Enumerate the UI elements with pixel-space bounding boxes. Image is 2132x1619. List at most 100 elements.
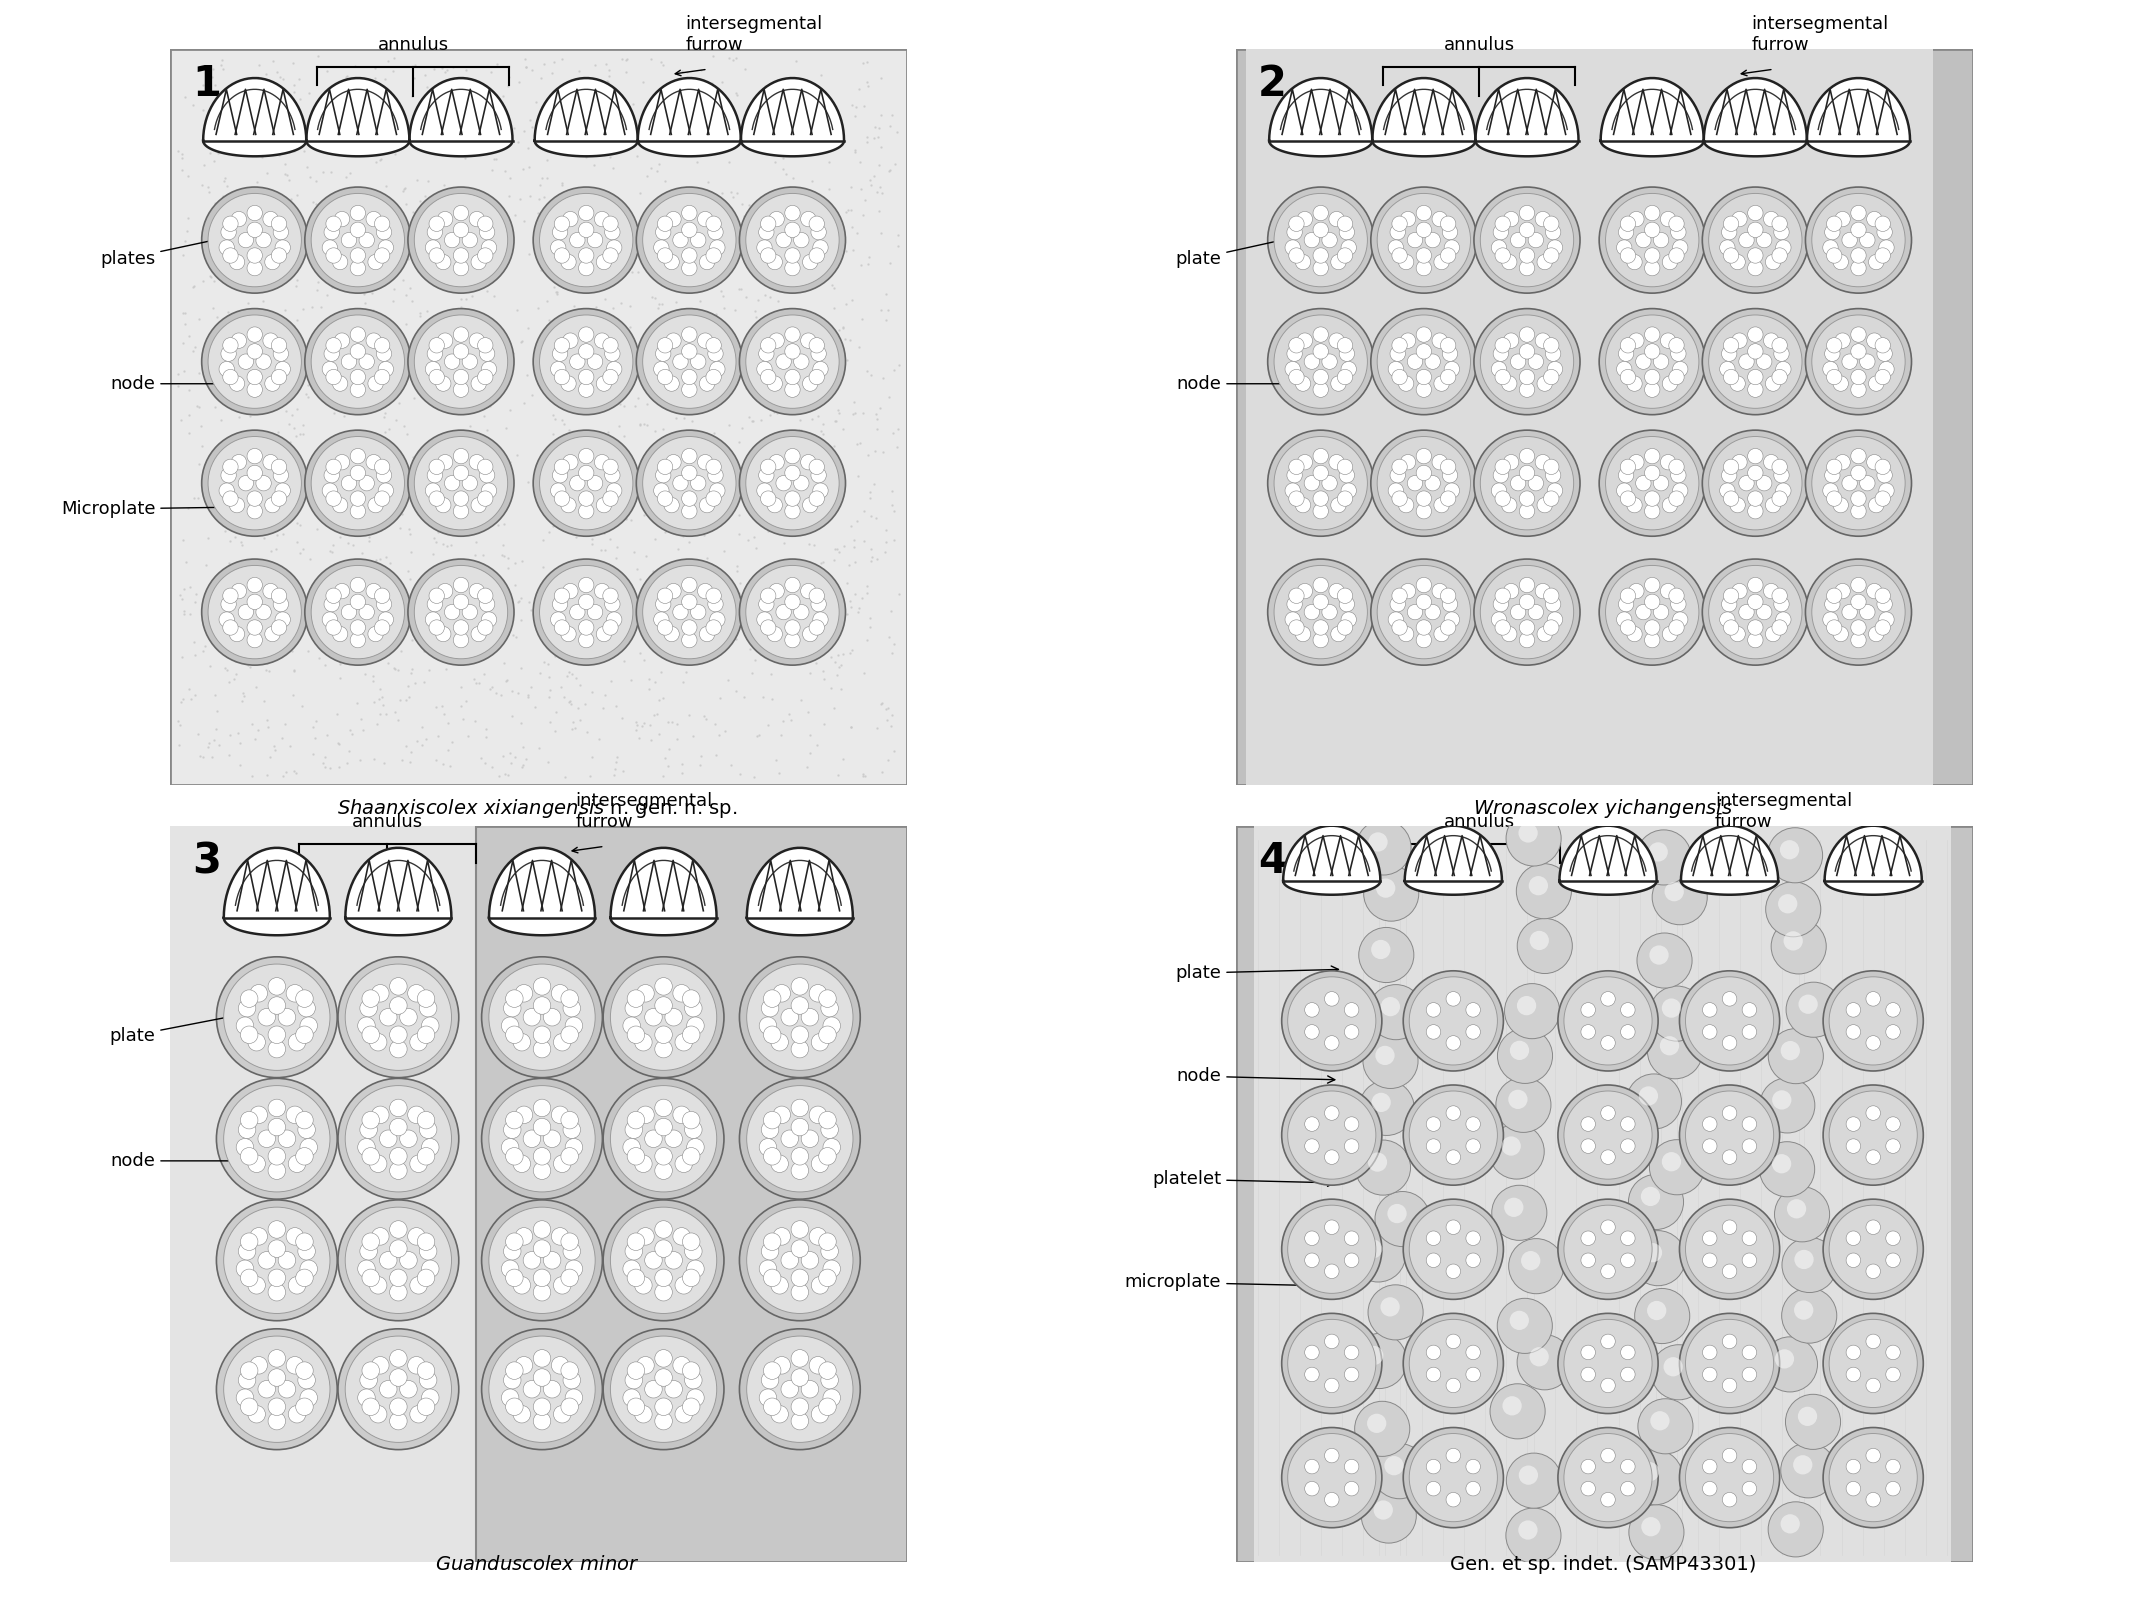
Circle shape [1288, 1319, 1375, 1407]
Circle shape [746, 1208, 853, 1313]
Circle shape [1392, 491, 1407, 507]
Circle shape [1495, 620, 1509, 635]
Circle shape [603, 1200, 725, 1321]
Circle shape [1772, 1090, 1791, 1109]
Circle shape [1507, 1454, 1561, 1509]
Circle shape [657, 620, 674, 635]
Circle shape [635, 188, 742, 293]
Circle shape [377, 596, 392, 612]
Circle shape [350, 327, 365, 342]
Circle shape [761, 369, 776, 385]
Circle shape [823, 1017, 840, 1035]
Circle shape [1392, 215, 1407, 232]
Circle shape [1620, 1253, 1635, 1268]
Circle shape [469, 455, 484, 470]
Circle shape [603, 620, 618, 635]
Circle shape [1341, 361, 1356, 377]
Circle shape [1620, 248, 1635, 264]
Circle shape [414, 437, 507, 529]
Circle shape [1823, 1200, 1923, 1300]
Circle shape [785, 369, 800, 385]
Circle shape [390, 1240, 407, 1258]
Circle shape [682, 620, 697, 635]
Circle shape [1723, 588, 1740, 604]
Circle shape [1829, 1091, 1917, 1179]
Circle shape [791, 997, 808, 1013]
Circle shape [399, 1251, 418, 1269]
Circle shape [1497, 1298, 1552, 1353]
Circle shape [345, 1086, 452, 1192]
Circle shape [1565, 1205, 1652, 1294]
Circle shape [1627, 1073, 1682, 1128]
Circle shape [1345, 1002, 1358, 1017]
Circle shape [377, 361, 394, 377]
Bar [1784, 49, 1934, 785]
Circle shape [1520, 369, 1535, 385]
Circle shape [418, 1397, 435, 1415]
Circle shape [682, 382, 697, 397]
Circle shape [740, 188, 846, 293]
Circle shape [1866, 1264, 1880, 1279]
Circle shape [663, 254, 680, 270]
Circle shape [1480, 193, 1573, 287]
Circle shape [1654, 476, 1669, 491]
Circle shape [655, 596, 672, 612]
Polygon shape [742, 78, 844, 157]
Circle shape [1305, 1138, 1320, 1153]
Circle shape [1669, 588, 1684, 604]
Circle shape [390, 1412, 407, 1430]
Circle shape [785, 448, 800, 463]
Circle shape [454, 491, 469, 507]
Circle shape [1305, 1230, 1320, 1245]
Circle shape [533, 1269, 550, 1287]
Circle shape [296, 1362, 313, 1379]
Circle shape [1435, 376, 1450, 392]
Circle shape [1887, 1459, 1900, 1473]
Circle shape [706, 215, 721, 232]
Circle shape [488, 1336, 595, 1443]
Circle shape [1823, 1085, 1923, 1185]
Circle shape [812, 612, 827, 627]
Circle shape [350, 465, 365, 481]
Circle shape [1823, 482, 1838, 499]
Circle shape [554, 215, 569, 232]
Circle shape [1337, 369, 1352, 385]
Circle shape [1601, 1334, 1616, 1349]
Circle shape [1495, 338, 1509, 353]
Circle shape [480, 468, 495, 482]
Circle shape [514, 1276, 531, 1294]
Circle shape [1772, 920, 1827, 975]
Circle shape [1505, 811, 1561, 866]
Circle shape [1322, 604, 1337, 620]
Circle shape [597, 254, 612, 270]
Circle shape [1409, 1433, 1497, 1522]
Circle shape [1644, 594, 1661, 609]
Circle shape [1435, 254, 1450, 270]
Circle shape [674, 984, 691, 1002]
Circle shape [1701, 309, 1808, 414]
Circle shape [774, 1227, 791, 1245]
Circle shape [1305, 355, 1320, 369]
Text: Microplate: Microplate [62, 500, 258, 518]
Circle shape [1350, 1227, 1405, 1282]
Circle shape [522, 1130, 542, 1148]
Circle shape [422, 1017, 439, 1035]
Circle shape [657, 248, 674, 264]
Circle shape [1859, 604, 1874, 620]
Circle shape [1288, 1205, 1375, 1294]
Circle shape [1313, 206, 1328, 220]
Circle shape [418, 1148, 435, 1166]
Circle shape [682, 578, 697, 593]
Circle shape [819, 1234, 836, 1250]
Circle shape [657, 369, 674, 385]
Circle shape [1780, 1041, 1799, 1060]
Circle shape [1467, 1459, 1480, 1473]
Circle shape [1616, 482, 1631, 499]
Circle shape [1369, 984, 1424, 1039]
Circle shape [1742, 1025, 1757, 1039]
Circle shape [627, 1397, 644, 1415]
Circle shape [1558, 1085, 1659, 1185]
Circle shape [230, 627, 245, 641]
Circle shape [627, 1234, 644, 1250]
Circle shape [230, 334, 247, 348]
